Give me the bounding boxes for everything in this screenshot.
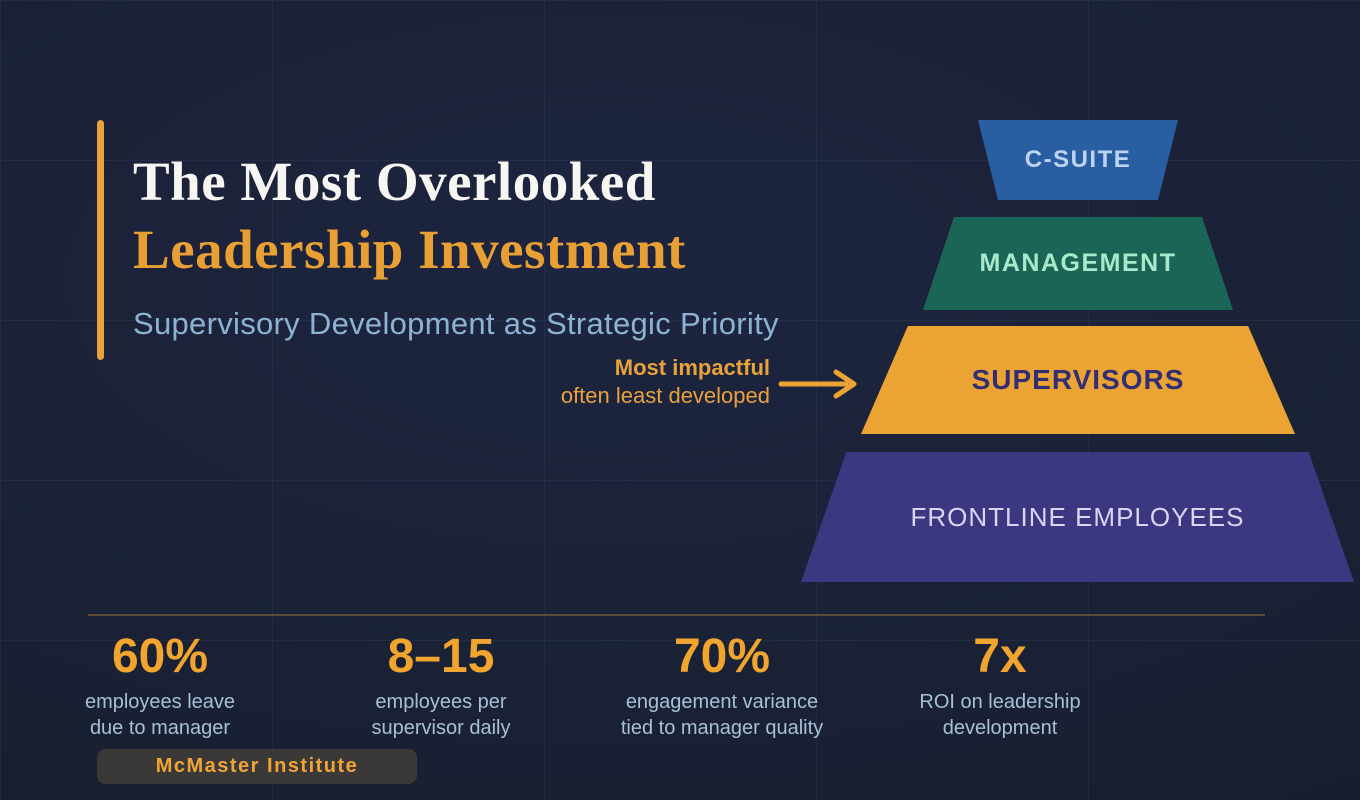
pyramid-layer-c-suite: C-SUITE	[978, 120, 1178, 200]
stat-label-line-1: employees leave	[84, 691, 236, 713]
stat-value: 7x	[973, 630, 1027, 683]
title-line-2: Leadership Investment	[133, 219, 686, 280]
stat-turnover: 60% employees leave due to manager	[10, 632, 310, 741]
annotation-line-2: often least developed	[560, 383, 770, 408]
subtitle: Supervisory Development as Strategic Pri…	[133, 306, 779, 341]
title-line-1: The Most Overlooked	[133, 151, 656, 212]
brand-badge-label: McMaster Institute	[155, 755, 359, 777]
stat-label: employees per supervisor daily	[291, 689, 591, 741]
accent-bar	[97, 120, 104, 360]
pyramid-layer-supervisors: SUPERVISORS	[861, 326, 1295, 434]
stat-label: employees leave due to manager	[10, 689, 310, 741]
pyramid-layer-management: MANAGEMENT	[923, 217, 1233, 310]
stat-label-line-2: development	[942, 717, 1058, 739]
header: The Most Overlooked Leadership Investmen…	[133, 148, 779, 342]
stat-engagement: 70% engagement variance tied to manager …	[572, 632, 872, 741]
stat-value: 70%	[673, 630, 771, 683]
stat-label-line-2: supervisor daily	[371, 717, 511, 739]
right-arrow-icon	[778, 369, 857, 399]
stat-roi: 7x ROI on leadership development	[850, 632, 1150, 741]
pyramid-layer-label: FRONTLINE EMPLOYEES	[910, 501, 1245, 532]
stat-label: ROI on leadership development	[850, 689, 1150, 741]
stat-value: 60%	[111, 630, 209, 683]
annotation-line-1: Most impactful	[614, 355, 770, 380]
pyramid-layer-label: MANAGEMENT	[979, 249, 1177, 277]
stat-label-line-2: tied to manager quality	[620, 717, 824, 739]
footer-divider	[88, 614, 1265, 616]
stat-label: engagement variance tied to manager qual…	[572, 689, 872, 741]
stat-label-line-1: engagement variance	[625, 691, 819, 713]
pyramid-layer-label: SUPERVISORS	[971, 364, 1185, 395]
stat-label-line-1: ROI on leadership	[919, 691, 1081, 713]
annotation-callout: Most impactful often least developed	[561, 354, 770, 410]
brand-badge: McMaster Institute	[97, 749, 417, 784]
stat-span-of-control: 8–15 employees per supervisor daily	[291, 632, 591, 741]
stat-label-line-2: due to manager	[89, 717, 231, 739]
pyramid-layer-frontline-employees: FRONTLINE EMPLOYEES	[801, 452, 1354, 582]
stat-label-line-1: employees per	[375, 691, 507, 713]
pyramid-layer-label: C-SUITE	[1024, 146, 1132, 173]
page-title: The Most Overlooked Leadership Investmen…	[133, 148, 779, 284]
stat-value: 8–15	[387, 630, 495, 683]
